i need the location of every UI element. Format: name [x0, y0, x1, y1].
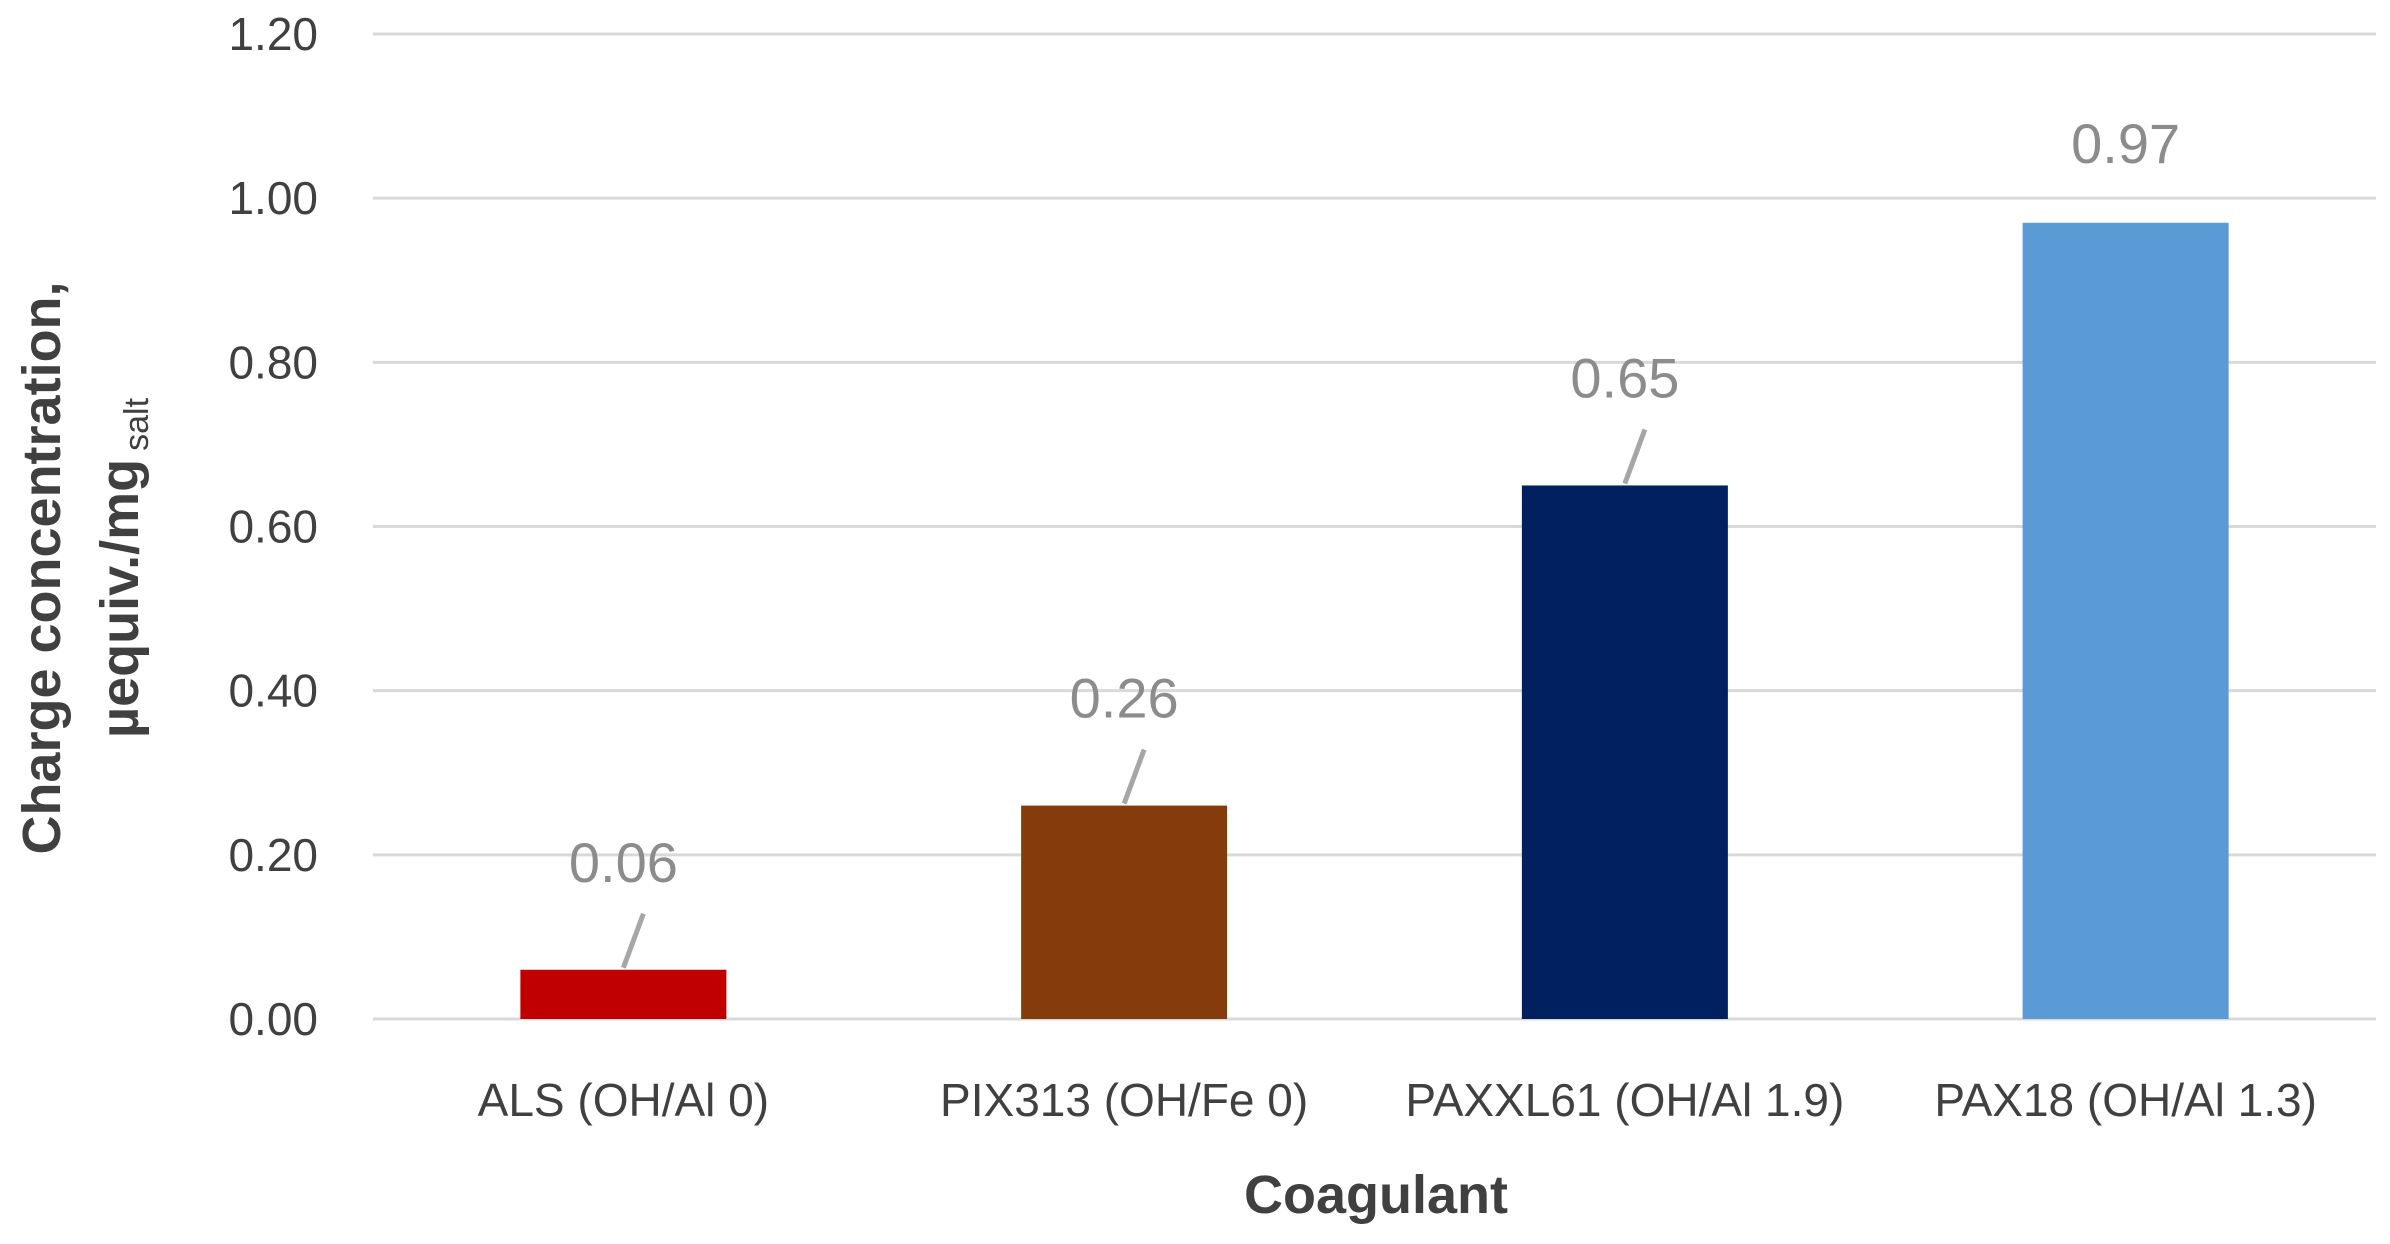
y-axis-title-subscript: salt	[118, 397, 156, 450]
y-axis-title-unit: µequiv./mg	[90, 459, 150, 738]
data-label-leaders	[621, 428, 1648, 969]
x-axis-categories: ALS (OH/Al 0) PIX313 (OH/Fe 0) PAXXL61 (OH…	[478, 1074, 2317, 1126]
y-tick-label: 0.40	[228, 665, 318, 717]
gridlines	[373, 32, 2376, 1021]
data-label-leader	[1622, 428, 1648, 485]
bar	[1521, 485, 1728, 1019]
x-tick-label: PAXXL61 (OH/Al 1.9)	[1405, 1074, 1844, 1126]
data-label: 0.26	[1070, 667, 1179, 730]
data-label: 0.97	[2071, 112, 2180, 175]
data-label-leader	[1121, 748, 1147, 805]
x-tick-label: ALS (OH/Al 0)	[478, 1074, 769, 1126]
data-label: 0.06	[569, 831, 678, 894]
y-axis-title-line2: µequiv./mg salt	[90, 397, 156, 738]
data-label: 0.65	[1570, 346, 1679, 409]
bars	[520, 222, 2229, 1019]
x-axis-title: Coagulant	[1244, 1165, 1508, 1225]
y-axis-ticks: 0.00 0.20 0.40 0.60 0.80 1.00 1.20	[228, 8, 318, 1045]
data-labels: 0.06 0.26 0.65 0.97	[569, 112, 2180, 894]
y-tick-label: 0.80	[228, 336, 318, 388]
bar	[520, 969, 727, 1019]
y-tick-label: 1.00	[228, 172, 318, 224]
y-axis-title: Charge concentration, µequiv./mg salt	[12, 281, 156, 854]
data-label-leader	[621, 912, 646, 969]
bar	[2022, 222, 2229, 1019]
y-tick-label: 0.60	[228, 501, 318, 553]
x-tick-label: PAX18 (OH/Al 1.3)	[1934, 1074, 2317, 1126]
y-tick-label: 0.00	[228, 993, 318, 1045]
y-tick-label: 0.20	[228, 829, 318, 881]
y-axis-title-line1: Charge concentration,	[12, 281, 72, 854]
bar	[1021, 805, 1228, 1019]
x-tick-label: PIX313 (OH/Fe 0)	[940, 1074, 1308, 1126]
y-tick-label: 1.20	[228, 8, 318, 60]
